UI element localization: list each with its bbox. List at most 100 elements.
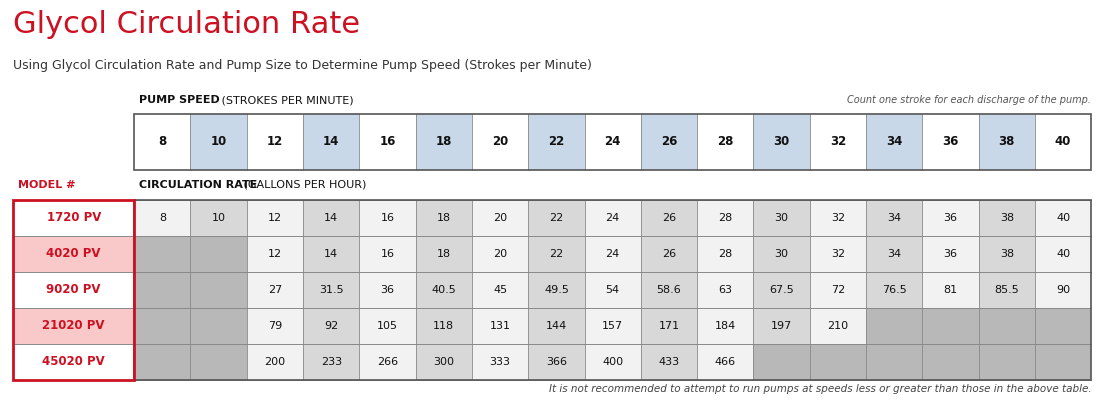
Bar: [472, 114, 528, 170]
Bar: [472, 344, 528, 380]
Text: 24: 24: [606, 249, 619, 259]
Bar: [360, 114, 416, 170]
Bar: [528, 344, 584, 380]
Bar: [360, 344, 416, 380]
Bar: [810, 200, 866, 236]
Text: 16: 16: [381, 213, 395, 223]
Text: 433: 433: [659, 357, 680, 367]
Bar: [246, 114, 304, 170]
Text: 366: 366: [546, 357, 566, 367]
Bar: [360, 272, 416, 308]
Text: 40.5: 40.5: [431, 285, 456, 295]
Text: 20: 20: [493, 213, 507, 223]
Text: 118: 118: [433, 321, 454, 331]
Text: 22: 22: [549, 213, 563, 223]
Bar: [866, 114, 922, 170]
Text: 184: 184: [715, 321, 736, 331]
Bar: [754, 114, 810, 170]
Text: 28: 28: [718, 249, 733, 259]
Text: 12: 12: [267, 135, 283, 148]
Bar: [866, 200, 922, 236]
Bar: [754, 344, 810, 380]
Text: 38: 38: [1000, 249, 1014, 259]
Bar: [810, 114, 866, 170]
Text: 36: 36: [944, 249, 957, 259]
Text: 40: 40: [1055, 135, 1071, 148]
Text: 18: 18: [437, 249, 451, 259]
Bar: [190, 200, 246, 236]
Bar: [134, 308, 190, 344]
Bar: [472, 272, 528, 308]
Bar: [866, 272, 922, 308]
Bar: [528, 236, 584, 272]
Bar: [472, 200, 528, 236]
Text: 36: 36: [944, 213, 957, 223]
Bar: [866, 308, 922, 344]
Text: 22: 22: [548, 135, 564, 148]
Bar: [866, 236, 922, 272]
Bar: [134, 114, 190, 170]
Bar: [134, 200, 190, 236]
Bar: [472, 308, 528, 344]
Text: 26: 26: [661, 135, 678, 148]
Bar: [190, 344, 246, 380]
Bar: [1035, 272, 1091, 308]
Text: Count one stroke for each discharge of the pump.: Count one stroke for each discharge of t…: [847, 95, 1091, 105]
Bar: [584, 236, 641, 272]
Bar: [697, 200, 754, 236]
Bar: [304, 200, 360, 236]
Bar: [416, 114, 472, 170]
Text: 157: 157: [602, 321, 624, 331]
Bar: [922, 272, 979, 308]
Bar: [584, 200, 641, 236]
Text: 40: 40: [1056, 249, 1070, 259]
Text: 32: 32: [830, 213, 845, 223]
Bar: [641, 236, 697, 272]
Bar: [304, 114, 360, 170]
Text: 10: 10: [210, 135, 227, 148]
Text: 24: 24: [605, 135, 620, 148]
Bar: [754, 272, 810, 308]
Text: 105: 105: [377, 321, 398, 331]
Text: 36: 36: [943, 135, 959, 148]
Bar: [810, 344, 866, 380]
Text: 16: 16: [381, 249, 395, 259]
Bar: [1035, 236, 1091, 272]
Bar: [246, 344, 304, 380]
Bar: [472, 236, 528, 272]
Bar: [810, 272, 866, 308]
Bar: [810, 236, 866, 272]
Text: 34: 34: [887, 213, 901, 223]
Text: 32: 32: [830, 249, 845, 259]
Text: 45020 PV: 45020 PV: [42, 355, 106, 368]
Bar: [246, 236, 304, 272]
Text: 72: 72: [830, 285, 845, 295]
Text: 9020 PV: 9020 PV: [46, 283, 101, 297]
Bar: [979, 308, 1035, 344]
Text: 14: 14: [324, 249, 339, 259]
Bar: [304, 272, 360, 308]
Text: 28: 28: [717, 135, 734, 148]
Bar: [584, 308, 641, 344]
Text: 210: 210: [827, 321, 848, 331]
Bar: [134, 236, 190, 272]
Bar: [246, 272, 304, 308]
Bar: [922, 344, 979, 380]
Bar: [641, 114, 697, 170]
Bar: [134, 200, 1091, 380]
Text: 20: 20: [493, 249, 507, 259]
Bar: [979, 200, 1035, 236]
Text: CIRCULATION RATE: CIRCULATION RATE: [139, 180, 257, 190]
Bar: [922, 308, 979, 344]
Bar: [13, 308, 134, 344]
Bar: [922, 200, 979, 236]
Text: 27: 27: [267, 285, 282, 295]
Bar: [13, 200, 134, 236]
Bar: [697, 272, 754, 308]
Bar: [979, 344, 1035, 380]
Text: 38: 38: [1000, 213, 1014, 223]
Bar: [416, 200, 472, 236]
Bar: [190, 114, 246, 170]
Bar: [528, 200, 584, 236]
Text: 466: 466: [715, 357, 736, 367]
